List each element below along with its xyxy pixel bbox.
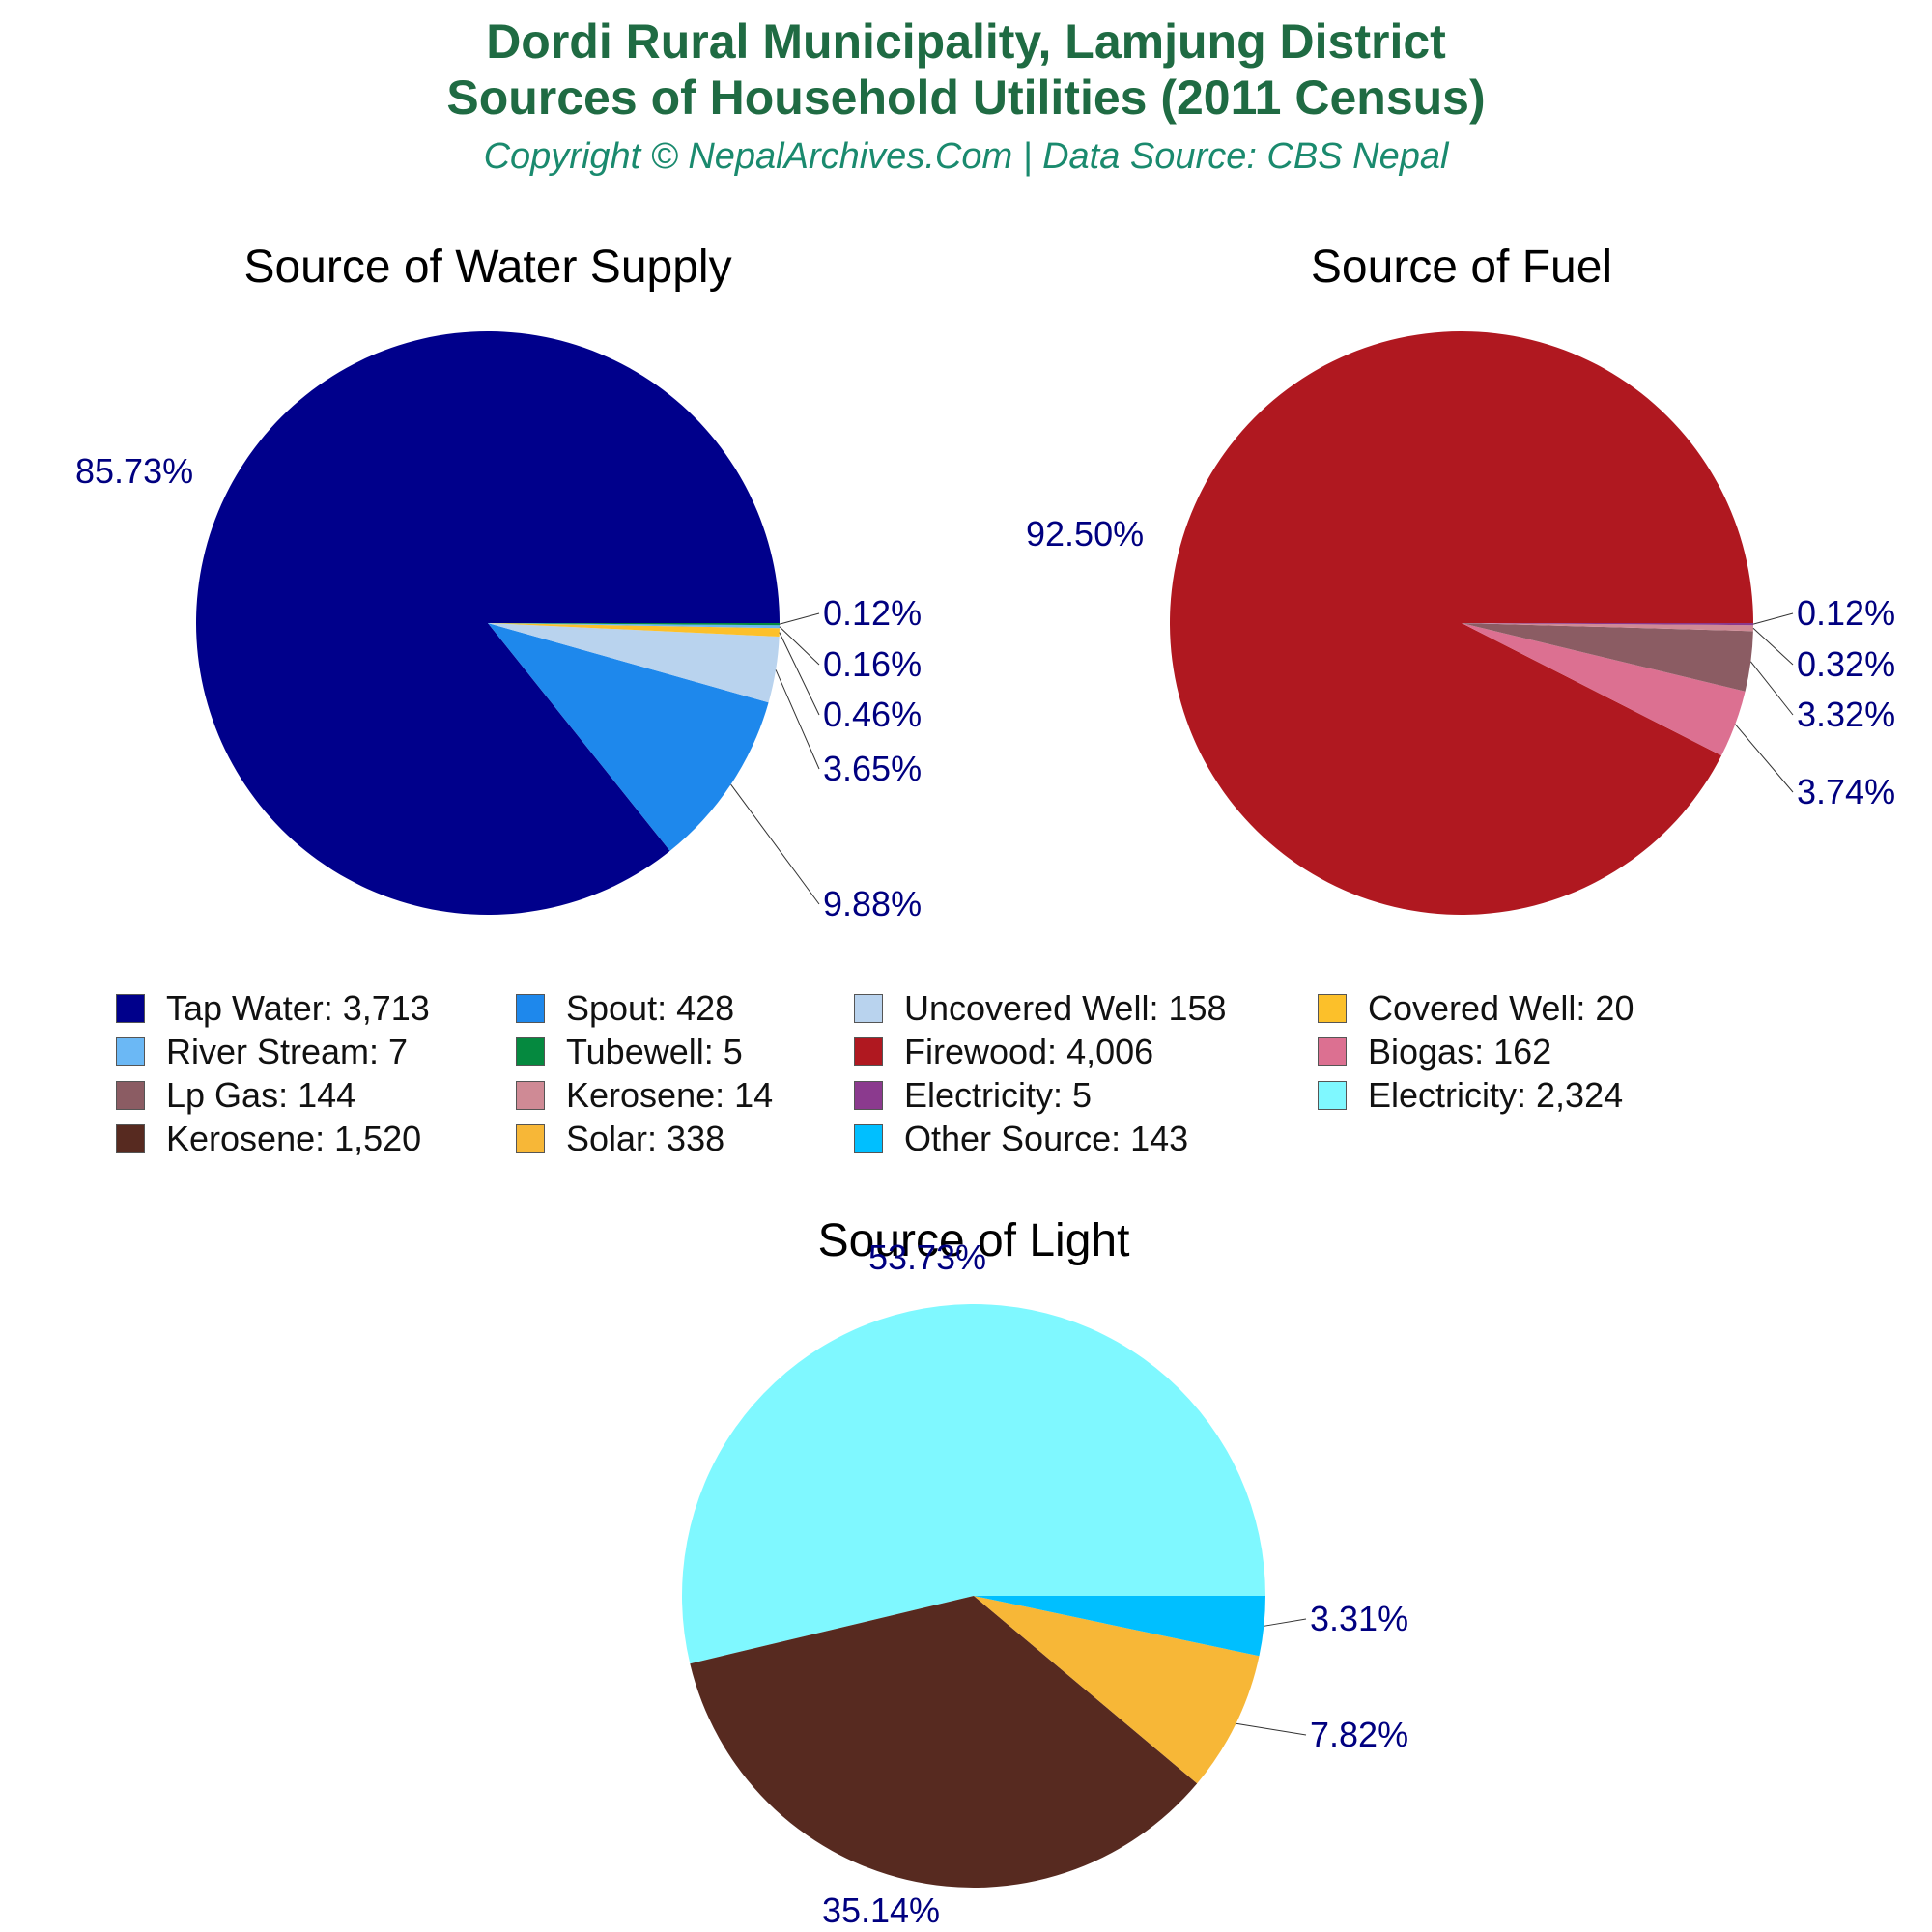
- subtitle: Copyright © NepalArchives.Com | Data Sou…: [483, 136, 1449, 177]
- legend-item: Covered Well: 20: [1318, 987, 1634, 1030]
- legend-swatch: [854, 1037, 883, 1066]
- legend-swatch: [854, 1081, 883, 1110]
- source-of-water-supply-chart: Source of Water Supply 85.73% 9.88% 3.65% 0.…: [75, 242, 922, 923]
- slice-percent-label: 3.65%: [823, 749, 922, 788]
- legend-label: Kerosene: 14: [566, 1075, 774, 1115]
- pie-slice-electricity: [1462, 623, 1753, 626]
- legend-swatch: [854, 994, 883, 1023]
- legend-swatch: [1318, 994, 1347, 1023]
- legend-swatch: [116, 1081, 145, 1110]
- title-line-1: Dordi Rural Municipality, Lamjung Distri…: [486, 14, 1446, 69]
- legend-label: Spout: 428: [566, 988, 735, 1028]
- legend-item: Tubewell: 5: [516, 1031, 743, 1073]
- legend-swatch: [1318, 1081, 1347, 1110]
- legend-swatch: [1318, 1037, 1347, 1066]
- slice-percent-label: 0.12%: [1797, 593, 1895, 633]
- pie-slice-other-source: [974, 1596, 1265, 1657]
- pie-slice-tubewell: [488, 623, 780, 626]
- slice-percent-label: 3.31%: [1310, 1599, 1408, 1638]
- slice-percent-label: 9.88%: [823, 884, 922, 923]
- legend-label: Covered Well: 20: [1368, 988, 1634, 1028]
- leader-line: [730, 783, 820, 905]
- chart-title: Source of Water Supply: [243, 242, 731, 293]
- leader-line: [1734, 724, 1794, 793]
- legend-item: Lp Gas: 144: [116, 1074, 355, 1117]
- legend-label: Firewood: 4,006: [904, 1032, 1154, 1071]
- legend-item: Spout: 428: [516, 987, 734, 1030]
- legend-item: Uncovered Well: 158: [854, 987, 1227, 1030]
- chart-title: Source of Fuel: [1311, 242, 1612, 293]
- legend-swatch: [516, 1081, 545, 1110]
- leader-line: [1236, 1722, 1307, 1736]
- leader-line: [1749, 661, 1794, 716]
- legend-label: Tap Water: 3,713: [166, 988, 430, 1028]
- slice-percent-label: 53.73%: [868, 1237, 986, 1277]
- slice-percent-label: 3.32%: [1797, 695, 1895, 734]
- pie-slice-covered-well: [488, 623, 780, 638]
- legend-item: Electricity: 5: [854, 1074, 1092, 1117]
- legend-label: Tubewell: 5: [566, 1032, 743, 1071]
- legend-swatch: [516, 994, 545, 1023]
- slice-percent-label: 92.50%: [1026, 514, 1144, 554]
- title-line-2: Sources of Household Utilities (2011 Cen…: [446, 71, 1486, 125]
- legend-swatch: [116, 1124, 145, 1153]
- legend-label: River Stream: 7: [166, 1032, 409, 1071]
- pie-slice-kerosene: [690, 1596, 1198, 1889]
- pie-slice-uncovered-well: [488, 623, 780, 703]
- pie-slice-biogas: [1462, 623, 1746, 756]
- pie-slice-river-stream: [488, 623, 780, 629]
- slice-percent-label: 3.74%: [1797, 772, 1895, 811]
- source-of-fuel-chart: Source of Fuel 92.50% 3.74% 3.32% 0.32% 0.12%: [1026, 242, 1895, 915]
- legend-label: Electricity: 5: [904, 1075, 1093, 1115]
- slice-percent-label: 0.46%: [823, 695, 922, 734]
- slice-percent-label: 0.12%: [823, 593, 922, 633]
- legend-item: Kerosene: 14: [516, 1074, 773, 1117]
- slice-percent-label: 7.82%: [1310, 1715, 1408, 1754]
- legend-swatch: [116, 1037, 145, 1066]
- legend-item: Biogas: 162: [1318, 1031, 1551, 1073]
- slice-percent-label: 0.32%: [1797, 644, 1895, 684]
- slice-percent-label: 35.14%: [822, 1890, 940, 1930]
- legend-item: Other Source: 143: [854, 1118, 1188, 1160]
- legend-swatch: [516, 1037, 545, 1066]
- legend-item: Firewood: 4,006: [854, 1031, 1153, 1073]
- legend-label: Uncovered Well: 158: [904, 988, 1227, 1028]
- header: Dordi Rural Municipality, Lamjung Distri…: [0, 14, 1932, 182]
- legend-item: Kerosene: 1,520: [116, 1118, 421, 1160]
- legend-swatch: [116, 994, 145, 1023]
- legend-item: River Stream: 7: [116, 1031, 408, 1073]
- legend-item: Electricity: 2,324: [1318, 1074, 1623, 1117]
- legend-label: Electricity: 2,324: [1368, 1075, 1624, 1115]
- chart-title: Source of Light: [818, 1215, 1130, 1266]
- legend-swatch: [854, 1124, 883, 1153]
- legend-label: Biogas: 162: [1368, 1032, 1552, 1071]
- leader-line: [1264, 1618, 1307, 1627]
- leader-line: [779, 612, 820, 625]
- leader-line: [779, 626, 820, 666]
- legend-item: Solar: 338: [516, 1118, 724, 1160]
- pie-slice-kerosene: [1462, 623, 1753, 632]
- leader-line: [775, 669, 820, 770]
- legend-label: Lp Gas: 144: [166, 1075, 356, 1115]
- leader-line: [1752, 612, 1794, 625]
- legend-label: Other Source: 143: [904, 1119, 1189, 1158]
- legend-label: Kerosene: 1,520: [166, 1119, 422, 1158]
- pie-slice-spout: [488, 623, 769, 851]
- pie-slice-lp-gas: [1462, 623, 1753, 692]
- legend-item: Tap Water: 3,713: [116, 987, 430, 1030]
- slice-percent-label: 85.73%: [75, 451, 193, 491]
- leader-line: [779, 632, 820, 716]
- pie-slice-solar: [974, 1596, 1260, 1784]
- pie-slice-electricity: [682, 1304, 1265, 1664]
- legend-label: Solar: 338: [566, 1119, 725, 1158]
- leader-line: [1752, 627, 1794, 666]
- slice-percent-label: 0.16%: [823, 644, 922, 684]
- legend-swatch: [516, 1124, 545, 1153]
